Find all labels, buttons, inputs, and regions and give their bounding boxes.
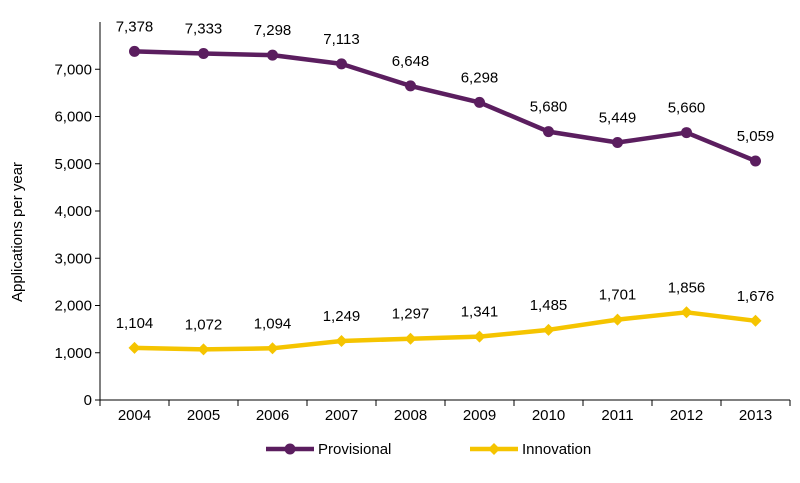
x-tick-label: 2011: [601, 407, 633, 424]
legend-label: Innovation: [522, 441, 591, 458]
y-tick-label: 2,000: [54, 298, 92, 315]
y-tick-label: 0: [84, 392, 92, 409]
data-label: 1,072: [185, 316, 223, 333]
x-tick-label: 2005: [187, 407, 220, 424]
series-line-innovation: [134, 310, 756, 352]
data-point: [266, 342, 279, 355]
data-point: [336, 58, 347, 70]
data-label: 5,660: [668, 100, 706, 117]
data-label: 1,485: [530, 297, 568, 314]
data-point: [611, 313, 624, 326]
x-tick-label: 2007: [325, 407, 358, 424]
series-line-provisional: [134, 49, 757, 164]
y-tick-label: 4,000: [54, 203, 92, 220]
y-tick-label: 3,000: [54, 250, 92, 267]
data-label: 1,856: [668, 279, 706, 296]
data-label: 1,701: [599, 287, 637, 304]
data-label: 1,094: [254, 315, 292, 332]
data-label: 1,676: [737, 288, 775, 305]
x-tick-label: 2006: [256, 407, 289, 424]
data-point: [542, 323, 555, 336]
data-point: [612, 137, 623, 149]
data-label: 1,104: [116, 315, 154, 332]
data-point: [680, 306, 693, 319]
x-tick-label: 2012: [670, 407, 703, 424]
legend-label: Provisional: [318, 441, 391, 458]
y-tick-label: 7,000: [54, 61, 92, 78]
data-point: [473, 330, 486, 343]
data-point: [335, 334, 348, 347]
y-tick-label: 1,000: [54, 345, 92, 362]
y-tick-label: 5,000: [54, 156, 92, 173]
data-label: 1,249: [323, 308, 361, 325]
data-point: [681, 127, 692, 139]
y-axis-title: Applications per year: [9, 162, 26, 302]
x-tick-label: 2013: [739, 407, 772, 424]
data-point: [749, 314, 762, 327]
data-point: [267, 49, 278, 61]
x-tick-label: 2004: [118, 407, 151, 424]
y-tick-label: 6,000: [54, 109, 92, 126]
data-label: 1,297: [392, 306, 430, 323]
data-label: 5,449: [599, 110, 637, 127]
data-label: 6,648: [392, 53, 430, 70]
data-point: [198, 48, 209, 60]
data-label: 6,298: [461, 69, 499, 86]
data-label: 5,059: [737, 128, 775, 145]
data-point: [404, 332, 417, 345]
x-tick-label: 2010: [532, 407, 565, 424]
data-label: 7,333: [185, 21, 223, 38]
x-tick-label: 2009: [463, 407, 496, 424]
data-label: 7,113: [323, 31, 359, 48]
legend-marker: [488, 443, 500, 455]
data-label: 1,341: [461, 304, 499, 321]
data-point: [129, 45, 140, 57]
legend-marker: [284, 443, 296, 455]
data-point: [405, 80, 416, 92]
x-tick-label: 2008: [394, 407, 427, 424]
data-point: [128, 341, 141, 354]
data-label: 7,378: [116, 18, 154, 35]
data-point: [474, 96, 485, 108]
data-point: [197, 343, 210, 356]
data-point: [750, 155, 761, 167]
data-label: 7,298: [254, 22, 292, 39]
data-label: 5,680: [530, 99, 568, 116]
data-point: [543, 126, 554, 138]
